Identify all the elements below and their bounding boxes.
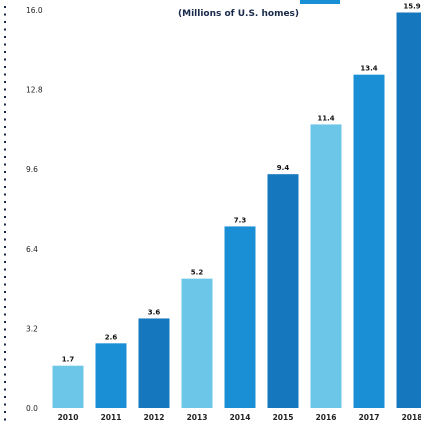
data-label: 3.6 (148, 308, 161, 316)
border-dot (4, 6, 6, 8)
border-dot (4, 261, 6, 263)
left-dotted-border (4, 6, 6, 421)
y-axis: 0.0 3.2 6.4 9.6 12.8 16.0 (26, 6, 43, 413)
border-dot (4, 111, 6, 113)
y-tick-label: 12.8 (26, 86, 43, 95)
x-tick-label: 2013 (187, 413, 208, 422)
data-labels: 1.7 2.6 3.6 5.2 7.3 9.4 11.4 13.4 15.9 (62, 2, 421, 363)
border-dot (4, 411, 6, 413)
bar-2010 (52, 365, 84, 408)
bar-2018 (396, 12, 421, 409)
border-dot (4, 126, 6, 128)
data-label: 13.4 (360, 65, 377, 73)
border-dot (4, 253, 6, 256)
bar-2012 (138, 318, 170, 408)
border-dot (4, 13, 6, 16)
border-dot (4, 156, 6, 158)
border-dot (4, 51, 6, 53)
border-dot (4, 36, 6, 38)
y-tick-label: 3.2 (26, 324, 38, 333)
border-dot (4, 163, 6, 166)
border-dot (4, 201, 6, 203)
data-label: 5.2 (191, 269, 204, 277)
border-dot (4, 186, 6, 188)
border-dot (4, 73, 6, 76)
y-tick-label: 6.4 (26, 245, 38, 254)
border-dot (4, 291, 6, 293)
border-dot (4, 216, 6, 218)
border-dot (4, 276, 6, 278)
border-dot (4, 358, 6, 361)
border-dot (4, 193, 6, 196)
x-tick-label: 2017 (359, 413, 380, 422)
border-dot (4, 238, 6, 241)
bar-2013 (181, 278, 213, 408)
border-dot (4, 96, 6, 98)
border-dot (4, 321, 6, 323)
border-dot (4, 88, 6, 91)
border-dot (4, 351, 6, 353)
border-dot (4, 118, 6, 121)
chart-subtitle: (Millions of U.S. homes) (178, 9, 299, 19)
border-dot (4, 246, 6, 248)
border-dot (4, 298, 6, 301)
border-dot (4, 103, 6, 106)
x-tick-label: 2012 (144, 413, 165, 422)
border-dot (4, 306, 6, 308)
bar-2011 (95, 343, 127, 408)
border-dot (4, 223, 6, 226)
y-tick-label: 16.0 (26, 6, 43, 15)
border-dot (4, 208, 6, 211)
border-dot (4, 313, 6, 316)
bars (52, 12, 421, 409)
border-dot (4, 81, 6, 83)
border-dot (4, 283, 6, 286)
bar-2014 (224, 226, 256, 408)
border-dot (4, 58, 6, 61)
title-accent-bar (300, 0, 340, 4)
border-dot (4, 343, 6, 346)
x-tick-label: 2011 (101, 413, 122, 422)
data-label: 1.7 (62, 356, 75, 364)
border-dot (4, 396, 6, 398)
border-dot (4, 328, 6, 331)
border-dot (4, 388, 6, 391)
x-tick-label: 2018 (402, 413, 421, 422)
data-label: 2.6 (105, 333, 118, 341)
border-dot (4, 141, 6, 143)
data-label: 7.3 (234, 216, 247, 224)
border-dot (4, 268, 6, 271)
y-tick-label: 9.6 (26, 165, 38, 174)
border-dot (4, 43, 6, 46)
border-dot (4, 178, 6, 181)
border-dot (4, 171, 6, 173)
data-label: 11.4 (317, 114, 334, 122)
border-dot (4, 373, 6, 376)
border-dot (4, 336, 6, 338)
border-dot (4, 381, 6, 383)
border-dot (4, 21, 6, 23)
x-axis: 2010 2011 2012 2013 2014 2015 2016 2017 2018 (58, 413, 421, 422)
border-dot (4, 66, 6, 68)
border-dot (4, 28, 6, 31)
border-dot (4, 231, 6, 233)
x-tick-label: 2014 (230, 413, 251, 422)
x-tick-label: 2015 (273, 413, 294, 422)
border-dot (4, 403, 6, 406)
x-tick-label: 2016 (316, 413, 337, 422)
data-label: 9.4 (277, 164, 290, 172)
bar-2017 (353, 74, 385, 409)
border-dot (4, 148, 6, 151)
bar-2015 (267, 174, 299, 408)
border-dot (4, 133, 6, 136)
x-tick-label: 2010 (58, 413, 79, 422)
border-dot (4, 366, 6, 368)
bar-2016 (310, 124, 342, 409)
data-label: 15.9 (403, 2, 420, 10)
y-tick-label: 0.0 (26, 404, 38, 413)
border-dot (4, 418, 6, 421)
